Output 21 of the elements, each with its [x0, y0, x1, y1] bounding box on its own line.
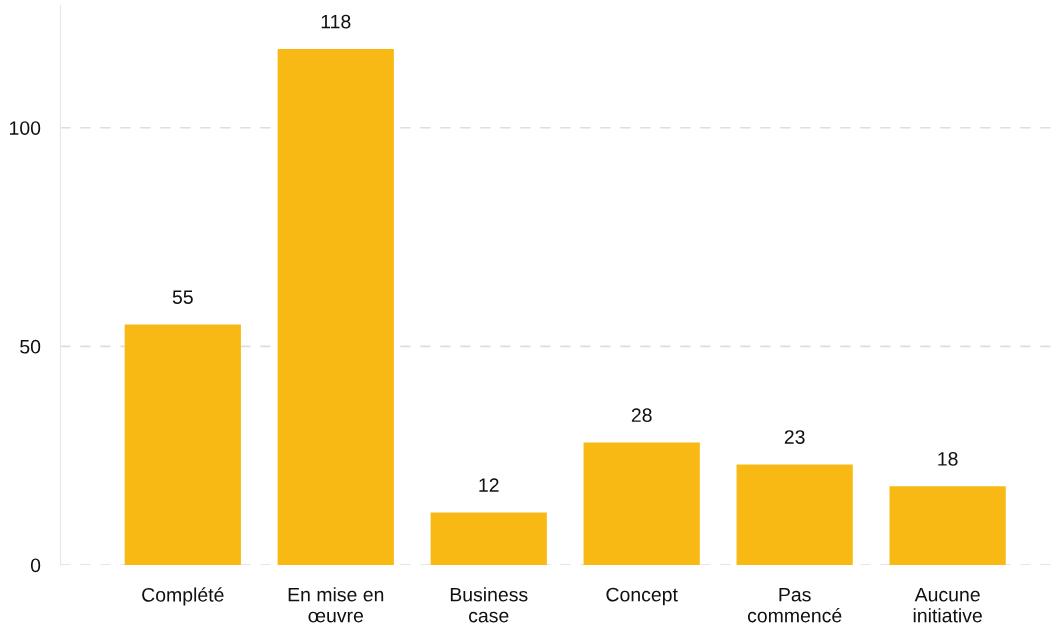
bar — [277, 49, 394, 565]
data-label: 12 — [479, 478, 499, 492]
data-label: 23 — [784, 430, 805, 444]
x-tick-label: Pas commencé — [747, 587, 842, 623]
bar — [124, 324, 241, 565]
bar — [736, 464, 853, 565]
y-tick-label: 100 — [10, 121, 41, 135]
y-tick-label: 0 — [30, 558, 41, 573]
bar — [583, 442, 700, 565]
x-tick-label: Aucune initiative — [913, 587, 982, 623]
bar — [430, 512, 547, 565]
y-tick-label: 50 — [20, 339, 41, 354]
data-label: 55 — [172, 290, 193, 304]
x-tick-label: Concept — [606, 587, 678, 606]
x-tick-label: Complété — [142, 587, 224, 606]
x-tick-label: En mise en œuvre — [288, 587, 384, 623]
data-label: 118 — [321, 14, 351, 29]
bar — [889, 486, 1006, 565]
x-tick-label: Business case — [450, 587, 528, 623]
data-label: 28 — [631, 408, 652, 423]
data-label: 18 — [938, 452, 958, 466]
